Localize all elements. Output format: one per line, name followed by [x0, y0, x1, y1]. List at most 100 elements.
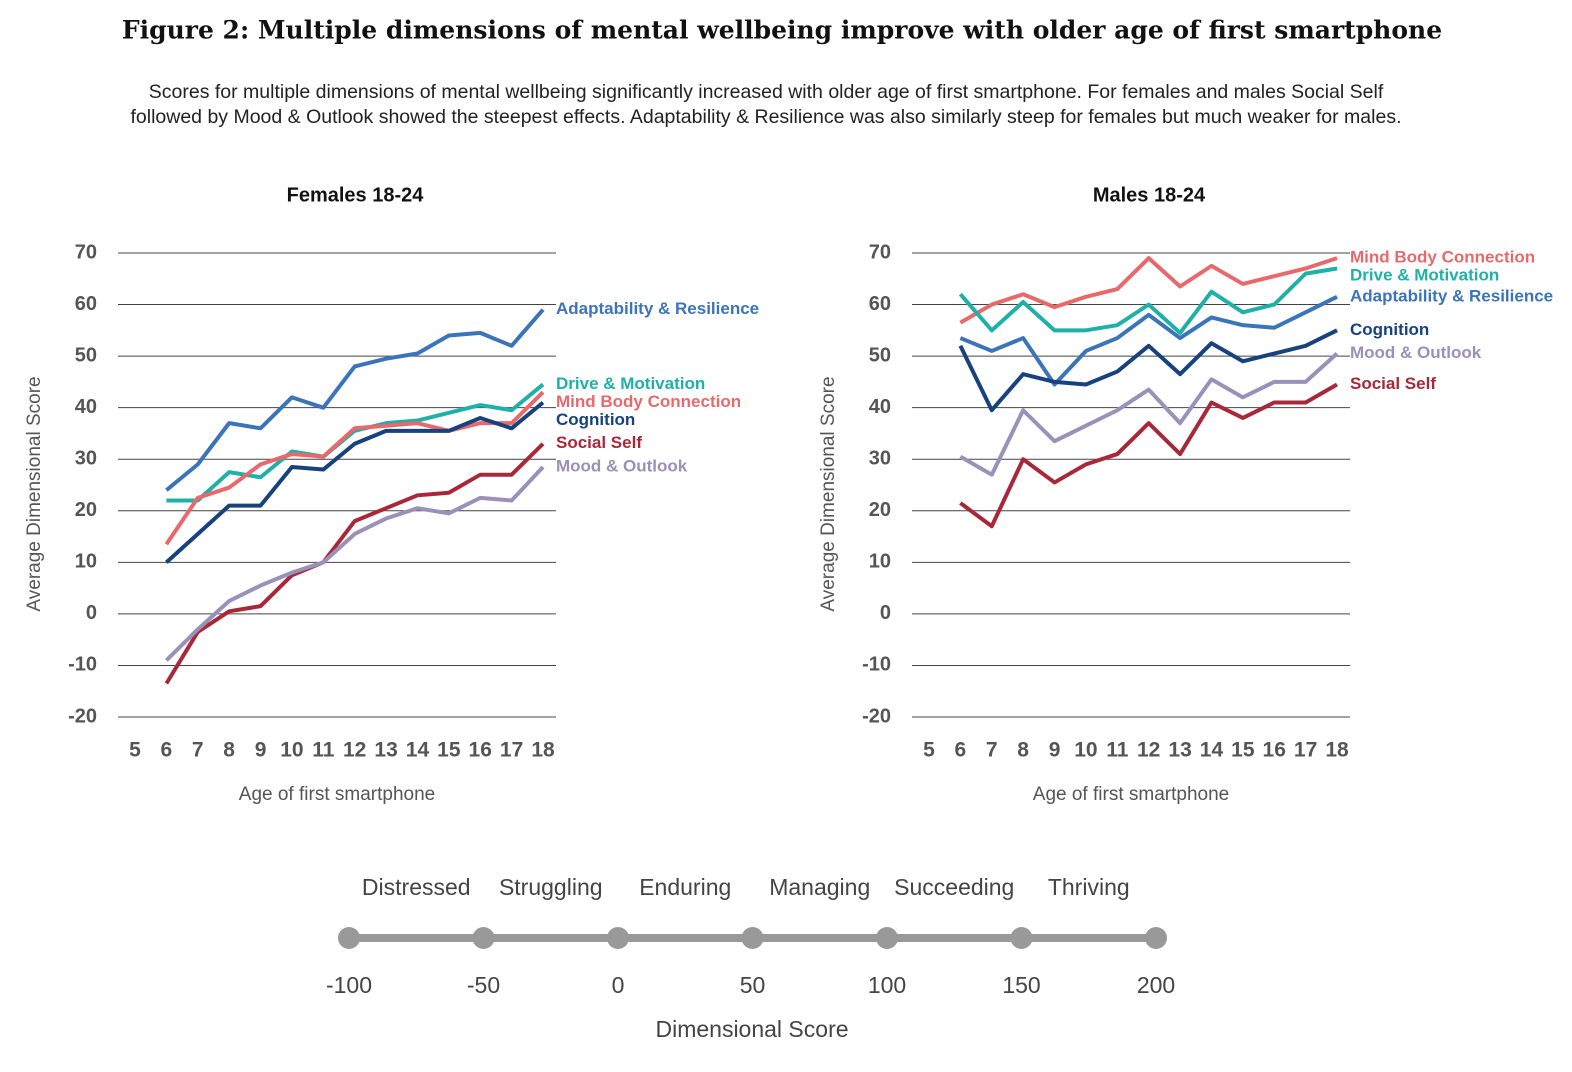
x-tick-label: 9 — [255, 739, 267, 762]
x-tick-label: 14 — [406, 739, 430, 762]
x-tick-label: 18 — [531, 739, 555, 762]
series-line — [164, 465, 545, 662]
y-tick-label: -10 — [68, 654, 97, 676]
x-tick-label: 6 — [161, 739, 173, 762]
y-tick-label: 50 — [869, 344, 891, 366]
scale-category: Managing — [769, 874, 870, 900]
x-tick-label: 17 — [500, 739, 523, 762]
y-tick-label: -10 — [862, 654, 891, 676]
x-axis-label: Age of first smartphone — [1033, 784, 1229, 805]
y-tick-label: 20 — [869, 499, 891, 521]
x-tick-label: 8 — [223, 739, 235, 762]
legend-label: Mood & Outlook — [556, 456, 688, 475]
series-line — [958, 266, 1338, 335]
y-tick-label: 70 — [75, 241, 97, 263]
x-tick-label: 12 — [1137, 739, 1160, 762]
x-tick-label: 11 — [312, 739, 335, 762]
legend-label: Mind Body Connection — [556, 392, 741, 411]
series-line — [165, 308, 545, 492]
scale-axis-label: Dimensional Score — [655, 1016, 848, 1042]
x-tick-label: 14 — [1200, 739, 1224, 762]
legend-label: Social Self — [1350, 374, 1436, 393]
subtitle-line: followed by Mood & Outlook showed the st… — [130, 106, 1401, 128]
x-tick-label: 15 — [437, 739, 461, 762]
figure-title: Figure 2: Multiple dimensions of mental … — [122, 16, 1442, 45]
legend-label: Drive & Motivation — [1350, 266, 1499, 285]
series-line — [959, 352, 1339, 477]
scale-dot — [876, 927, 898, 949]
scale-dot — [1010, 927, 1033, 949]
scale-tick-label: 0 — [612, 972, 625, 998]
scale-dot — [741, 927, 764, 949]
scale-tick-label: -50 — [467, 972, 500, 998]
y-tick-label: 70 — [869, 241, 891, 263]
x-tick-label: 9 — [1049, 739, 1061, 762]
scale-dot — [1145, 927, 1167, 949]
x-tick-label: 11 — [1106, 739, 1129, 762]
scale-category: Distressed — [362, 874, 471, 900]
series-line — [958, 328, 1338, 413]
scale-category: Thriving — [1048, 874, 1130, 900]
legend-label: Drive & Motivation — [556, 374, 705, 393]
scale-dot — [338, 927, 360, 949]
y-tick-label: 60 — [75, 293, 97, 315]
series-line — [164, 442, 545, 685]
series-line — [164, 390, 545, 546]
legend-label: Cognition — [1350, 320, 1429, 339]
legend-label: Mood & Outlook — [1350, 343, 1482, 362]
scale-dot — [472, 927, 495, 949]
scale-tick-label: 200 — [1137, 972, 1175, 998]
x-tick-label: 18 — [1325, 739, 1349, 762]
subtitle-line: Scores for multiple dimensions of mental… — [149, 81, 1384, 103]
x-axis-label: Age of first smartphone — [239, 784, 435, 805]
scale-category: Enduring — [639, 874, 731, 900]
x-tick-label: 17 — [1294, 739, 1317, 762]
scale-dot — [607, 927, 629, 949]
y-tick-label: 0 — [880, 602, 891, 624]
y-tick-label: 0 — [86, 602, 97, 624]
y-tick-label: 40 — [75, 396, 97, 418]
y-tick-label: 30 — [75, 448, 97, 470]
legend-label: Mind Body Connection — [1350, 248, 1535, 267]
x-tick-label: 16 — [469, 739, 492, 762]
legend-label: Adaptability & Resilience — [1350, 286, 1553, 305]
y-axis-label: Average Dimensional Score — [818, 376, 839, 611]
series-line — [165, 400, 545, 564]
x-tick-label: 7 — [192, 739, 204, 762]
legend-label: Cognition — [556, 410, 635, 429]
x-tick-label: 5 — [129, 739, 141, 762]
y-tick-label: 50 — [75, 344, 97, 366]
scale-category: Succeeding — [894, 874, 1014, 900]
y-tick-label: -20 — [68, 705, 97, 727]
y-tick-label: 20 — [75, 499, 97, 521]
x-tick-label: 10 — [1074, 739, 1097, 762]
legend-label: Social Self — [556, 433, 642, 452]
x-tick-label: 6 — [955, 739, 967, 762]
y-tick-label: 10 — [75, 551, 97, 573]
x-tick-label: 15 — [1231, 739, 1255, 762]
x-tick-label: 12 — [343, 739, 366, 762]
x-tick-label: 7 — [986, 739, 998, 762]
y-tick-label: 10 — [869, 551, 891, 573]
chart-title: Males 18-24 — [1093, 184, 1206, 206]
series-line — [959, 382, 1338, 529]
scale-category: Struggling — [499, 874, 603, 900]
scale-tick-label: 100 — [868, 972, 906, 998]
x-tick-label: 13 — [374, 739, 397, 762]
y-tick-label: 40 — [869, 396, 891, 418]
series-line — [959, 256, 1338, 325]
scale-tick-label: 150 — [1002, 972, 1040, 998]
x-tick-label: 8 — [1017, 739, 1029, 762]
x-tick-label: 10 — [280, 739, 303, 762]
legend-label: Adaptability & Resilience — [556, 299, 759, 318]
x-tick-label: 13 — [1168, 739, 1191, 762]
y-tick-label: 60 — [869, 293, 891, 315]
y-tick-label: 30 — [869, 448, 891, 470]
y-axis-label: Average Dimensional Score — [24, 376, 45, 611]
x-tick-label: 16 — [1263, 739, 1286, 762]
chart-title: Females 18-24 — [287, 184, 425, 206]
x-tick-label: 5 — [923, 739, 935, 762]
scale-tick-label: -100 — [326, 972, 372, 998]
scale-tick-label: 50 — [740, 972, 766, 998]
